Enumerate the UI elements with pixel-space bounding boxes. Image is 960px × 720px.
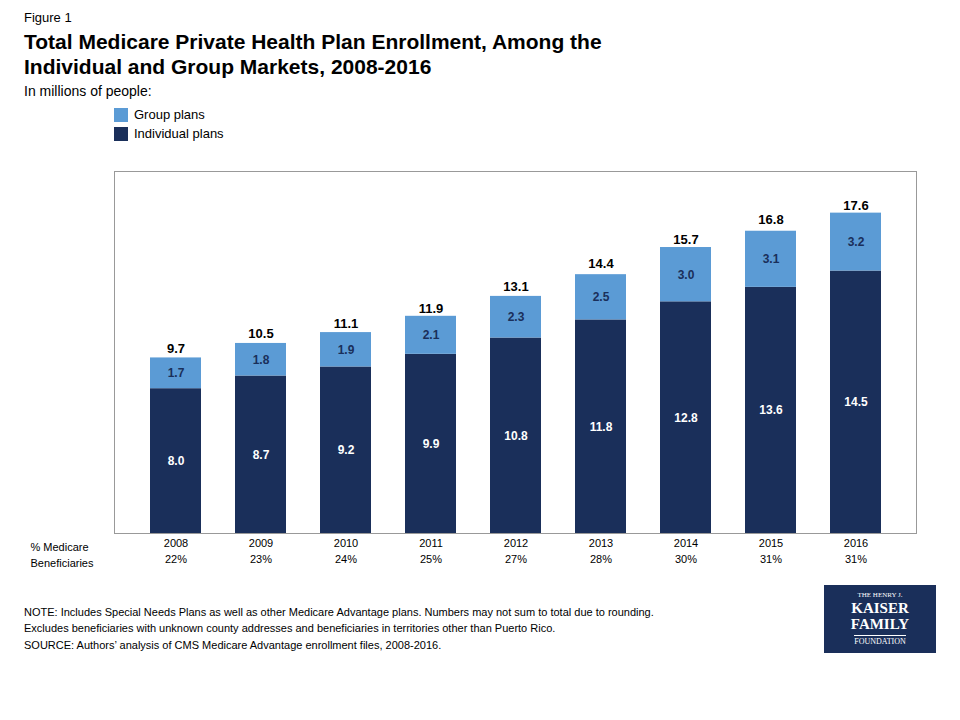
svg-text:14.4: 14.4 xyxy=(588,256,614,271)
svg-text:31%: 31% xyxy=(760,554,782,566)
svg-text:3.0: 3.0 xyxy=(678,268,695,282)
svg-text:3.2: 3.2 xyxy=(848,235,865,249)
svg-text:22%: 22% xyxy=(165,554,187,566)
html-text:NOTE: Includes Special Needs P: NOTE: Includes Special Needs Plans as we… xyxy=(24,605,654,618)
svg-text:% MedicareBeneficiaries: % MedicareBeneficiaries xyxy=(31,541,94,569)
html-text:FOUNDATION: FOUNDATION xyxy=(854,636,906,646)
svg-text:11.1: 11.1 xyxy=(334,316,359,331)
svg-text:25%: 25% xyxy=(420,554,442,566)
svg-text:2014: 2014 xyxy=(674,538,698,550)
svg-text:2015: 2015 xyxy=(759,538,783,550)
svg-text:13.6: 13.6 xyxy=(759,404,783,418)
svg-text:9.2: 9.2 xyxy=(338,443,355,457)
svg-text:1.7: 1.7 xyxy=(168,367,185,381)
svg-text:9.9: 9.9 xyxy=(423,437,440,451)
svg-text:12.8: 12.8 xyxy=(674,411,698,425)
svg-text:1.8: 1.8 xyxy=(253,353,270,367)
svg-text:13.1: 13.1 xyxy=(503,280,528,295)
svg-text:2016: 2016 xyxy=(844,538,868,550)
svg-text:2008: 2008 xyxy=(164,538,188,550)
html-text:Excludes beneficiaries with un: Excludes beneficiaries with unknown coun… xyxy=(24,622,556,635)
svg-text:28%: 28% xyxy=(590,554,612,566)
svg-text:11.9: 11.9 xyxy=(419,301,444,316)
svg-text:3.1: 3.1 xyxy=(763,253,780,267)
html-text:Total Medicare Private Health: Total Medicare Private Health Plan Enrol… xyxy=(24,30,602,79)
svg-text:2.3: 2.3 xyxy=(508,310,525,324)
svg-text:2013: 2013 xyxy=(589,538,613,550)
svg-text:27%: 27% xyxy=(505,554,527,566)
svg-text:8.0: 8.0 xyxy=(168,454,185,468)
svg-text:8.7: 8.7 xyxy=(253,448,270,462)
html-text:In millions of people:: In millions of people: xyxy=(24,83,152,100)
html-text:THE HENRY J.: THE HENRY J. xyxy=(857,591,903,600)
svg-text:10.8: 10.8 xyxy=(504,429,528,443)
svg-text:11.8: 11.8 xyxy=(590,420,613,434)
svg-text:16.8: 16.8 xyxy=(758,213,783,228)
svg-text:10.5: 10.5 xyxy=(248,327,273,342)
html-text:Group plans: Group plans xyxy=(134,107,205,123)
svg-text:17.6: 17.6 xyxy=(843,198,868,213)
svg-text:30%: 30% xyxy=(675,554,697,566)
html-text:SOURCE: Authors’ analysis of C: SOURCE: Authors’ analysis of CMS Medicar… xyxy=(24,638,442,651)
html-text:FAMILY: FAMILY xyxy=(850,616,910,633)
svg-text:23%: 23% xyxy=(250,554,272,566)
svg-text:2011: 2011 xyxy=(419,538,443,550)
svg-text:2.5: 2.5 xyxy=(593,291,610,305)
svg-text:31%: 31% xyxy=(845,554,867,566)
svg-text:24%: 24% xyxy=(335,554,357,566)
html-text:Individual plans: Individual plans xyxy=(134,126,224,142)
svg-text:2.1: 2.1 xyxy=(423,329,440,343)
svg-text:2009: 2009 xyxy=(249,538,273,550)
svg-text:9.7: 9.7 xyxy=(167,341,185,356)
svg-text:1.9: 1.9 xyxy=(338,343,355,357)
svg-text:2010: 2010 xyxy=(334,538,358,550)
html-text:KAISER: KAISER xyxy=(851,599,909,616)
svg-text:14.5: 14.5 xyxy=(844,395,868,409)
html-text:Figure 1: Figure 1 xyxy=(24,10,72,25)
svg-text:15.7: 15.7 xyxy=(673,233,698,248)
svg-text:2012: 2012 xyxy=(504,538,528,550)
